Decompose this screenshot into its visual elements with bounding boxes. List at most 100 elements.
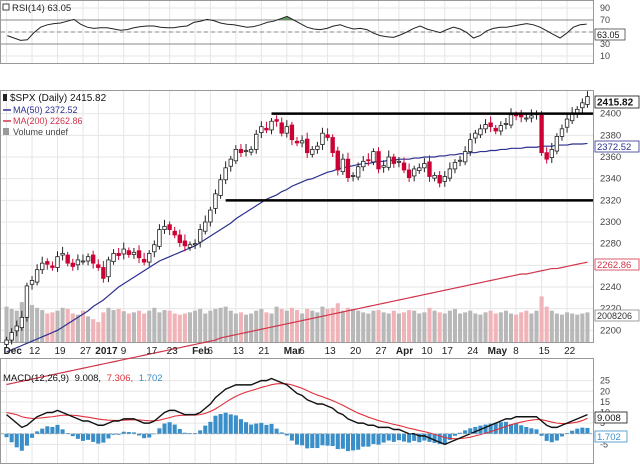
macd-histogram-bar	[366, 433, 371, 447]
candle-body	[157, 229, 162, 247]
moving-average-layer	[6, 142, 588, 386]
price-tick-label: 2280	[600, 239, 621, 250]
rsi-layer	[1, 15, 593, 45]
candle-body	[101, 267, 106, 279]
macd-layer	[1, 377, 593, 452]
candle-body	[182, 240, 188, 247]
macd-histogram-bar	[396, 433, 401, 441]
candle-body	[141, 258, 147, 263]
value-tags: 63.05 2415.82 2372.52 2262.86 2008206 9.…	[594, 28, 640, 443]
volume-bar	[340, 310, 345, 342]
volume-bar	[244, 314, 249, 342]
macd-histogram-bar	[75, 433, 80, 439]
candle-body	[111, 253, 116, 262]
macd-histogram-bar	[126, 432, 131, 434]
x-tick-label: 27	[376, 346, 388, 357]
volume-bar	[29, 304, 35, 342]
macd-histogram-bar	[432, 433, 437, 443]
volume-bar	[407, 310, 412, 342]
volume-bar	[361, 312, 366, 342]
rsi-last-tag-box	[594, 28, 626, 41]
rsi-legend: RSI(14) 63.05	[2, 3, 71, 14]
candle-body	[208, 209, 213, 223]
candle-body	[580, 102, 585, 109]
macd-histogram-bar	[35, 431, 40, 434]
volume-bar	[478, 314, 483, 342]
macd-histogram-bar	[442, 433, 447, 445]
x-tick-label: 10	[421, 346, 433, 357]
macd-histogram-bar	[447, 433, 452, 440]
macd-histogram-bar	[91, 433, 96, 442]
x-tick-label: 13	[325, 346, 337, 357]
volume-bar	[126, 313, 131, 342]
candle-body	[437, 175, 442, 184]
price-last-value: 2415.82	[597, 98, 634, 109]
volume-bar	[116, 308, 121, 342]
macd-histogram-bar	[300, 433, 305, 446]
x-tick-label: 6	[299, 346, 305, 357]
volume-bar	[320, 306, 325, 342]
macd-histogram-bar	[213, 415, 218, 434]
volume-bar	[534, 310, 539, 342]
macd-histogram-bar	[203, 425, 208, 434]
volume-bar	[223, 306, 228, 342]
macd-histogram-bar	[269, 423, 274, 434]
macd-histogram-bar	[40, 428, 45, 434]
macd-histogram-bar	[96, 433, 101, 444]
volume-bar	[45, 313, 50, 342]
x-tick-label: 6	[207, 346, 213, 357]
macd-histogram-bar	[356, 433, 361, 450]
rsi-line	[7, 15, 587, 41]
macd-histogram-bar	[310, 433, 315, 449]
volume-bar	[152, 307, 157, 342]
volume-bar	[503, 310, 508, 342]
macd-histogram-bar	[172, 424, 177, 434]
volume-bar	[396, 313, 401, 342]
candle-body	[29, 280, 35, 285]
price-tick-label: 2240	[600, 282, 621, 293]
volume-bar	[529, 313, 534, 342]
macd-histogram-bar	[361, 433, 366, 447]
volume-bar	[371, 310, 376, 342]
macd-histogram-bar	[147, 433, 152, 438]
macd-line	[6, 377, 588, 446]
macd-histogram-bar	[325, 433, 330, 446]
macd-panel-frame	[0, 358, 594, 464]
macd-histogram-bar	[264, 424, 269, 434]
candle-body	[259, 126, 264, 134]
candle-body	[508, 114, 514, 126]
volume-bar	[432, 310, 437, 342]
volume-bar	[554, 313, 559, 342]
candle-body	[422, 163, 427, 169]
volume-bar	[447, 310, 452, 342]
macd-histogram-bar	[279, 432, 284, 434]
candle-body	[233, 149, 239, 162]
macd-histogram-bar	[463, 430, 468, 434]
candle-body	[80, 260, 86, 263]
x-tick-label: May	[488, 346, 508, 357]
macd-histogram-bar	[488, 423, 493, 434]
volume-bar	[580, 313, 585, 342]
volume-bar	[458, 313, 463, 342]
macd-tick-label: 20	[600, 386, 610, 396]
volume-bar	[539, 296, 544, 342]
candle-body	[330, 137, 335, 154]
macd-histogram-bar	[289, 433, 294, 441]
macd-histogram-bar	[111, 433, 116, 435]
candle-body	[96, 264, 101, 268]
volume-bar	[172, 313, 177, 342]
macd-histogram-bar	[549, 433, 554, 443]
macd-histogram-bar	[233, 415, 238, 434]
volume-bar	[60, 307, 65, 342]
price-tick-label: 2340	[600, 174, 621, 185]
candle-body	[70, 262, 75, 267]
macd-histogram-bar	[238, 419, 243, 434]
x-tick-label: 23	[167, 346, 179, 357]
candle-body	[213, 193, 218, 209]
price-tick-label: 2200	[600, 325, 621, 336]
macd-tick-label: 15	[600, 397, 610, 407]
hist-last-value: 1.702	[597, 432, 621, 443]
volume-last-tag-box	[594, 309, 640, 322]
macd-histogram-bar	[50, 426, 55, 434]
